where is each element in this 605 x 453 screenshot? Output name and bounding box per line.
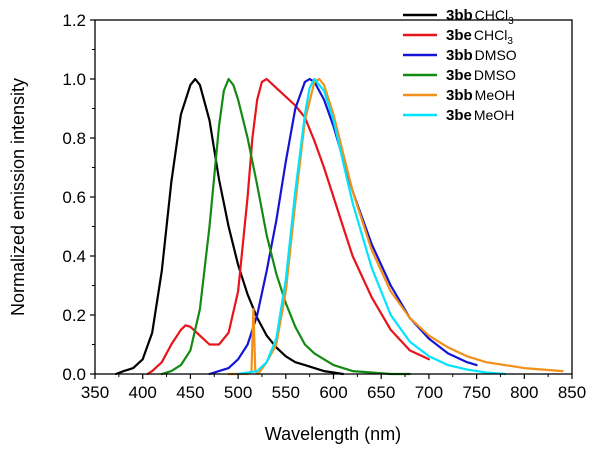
x-tick-label: 650 xyxy=(367,383,395,402)
series-line-0 xyxy=(114,77,345,376)
y-axis-title: Normalized emission intensity xyxy=(8,78,28,316)
x-tick-label: 750 xyxy=(462,383,490,402)
x-tick-label: 500 xyxy=(224,383,252,402)
legend-label-5: 3be MeOH xyxy=(446,107,514,124)
legend-solvent: CHCl xyxy=(475,7,508,23)
legend-solvent-subscript: 3 xyxy=(508,16,514,27)
legend-compound: 3be xyxy=(446,27,472,44)
x-tick-label: 550 xyxy=(272,383,300,402)
y-axis: 0.0 0.2 0.4 0.6 0.8 1.0 1.2 xyxy=(62,11,95,384)
y-tick-label: 0.2 xyxy=(62,306,86,325)
y-tick-label: 1.0 xyxy=(62,70,86,89)
legend-label-4: 3bb MeOH xyxy=(446,87,515,104)
legend-label-1: 3be CHCl3 xyxy=(446,27,513,47)
x-axis-title: Wavelength (nm) xyxy=(265,424,401,444)
legend-solvent: MeOH xyxy=(475,87,515,103)
series-lines xyxy=(114,77,564,376)
x-tick-label: 700 xyxy=(415,383,443,402)
y-tick-label: 0.8 xyxy=(62,129,86,148)
x-tick-label: 350 xyxy=(81,383,109,402)
series-line-5 xyxy=(237,77,507,376)
legend-solvent-subscript: 3 xyxy=(507,36,513,47)
legend-compound: 3be xyxy=(446,67,472,84)
legend-solvent: DMSO xyxy=(475,47,517,63)
x-tick-label: 850 xyxy=(558,383,586,402)
x-tick-label: 450 xyxy=(176,383,204,402)
legend-compound: 3be xyxy=(446,107,472,124)
x-tick-label: 800 xyxy=(510,383,538,402)
series-line-1 xyxy=(146,77,430,376)
legend-label-3: 3be DMSO xyxy=(446,67,516,84)
x-tick-label: 400 xyxy=(129,383,157,402)
legend-compound: 3bb xyxy=(446,47,473,64)
y-tick-label: 0.6 xyxy=(62,188,86,207)
y-tick-label: 0.0 xyxy=(62,365,86,384)
legend-solvent: MeOH xyxy=(474,107,514,123)
x-tick-label: 600 xyxy=(319,383,347,402)
x-axis: 350 400 450 500 550 600 650 700 750 800 850 xyxy=(81,374,586,402)
legend-solvent: CHCl xyxy=(474,27,507,43)
y-tick-label: 0.4 xyxy=(62,247,86,266)
legend-label-0: 3bb CHCl3 xyxy=(446,7,514,27)
series-line-3 xyxy=(160,77,411,376)
legend-compound: 3bb xyxy=(446,7,473,24)
y-tick-label: 1.2 xyxy=(62,11,86,30)
legend-compound: 3bb xyxy=(446,87,473,104)
legend-solvent: DMSO xyxy=(474,67,516,83)
legend-label-2: 3bb DMSO xyxy=(446,47,517,64)
series-line-4 xyxy=(227,77,564,376)
